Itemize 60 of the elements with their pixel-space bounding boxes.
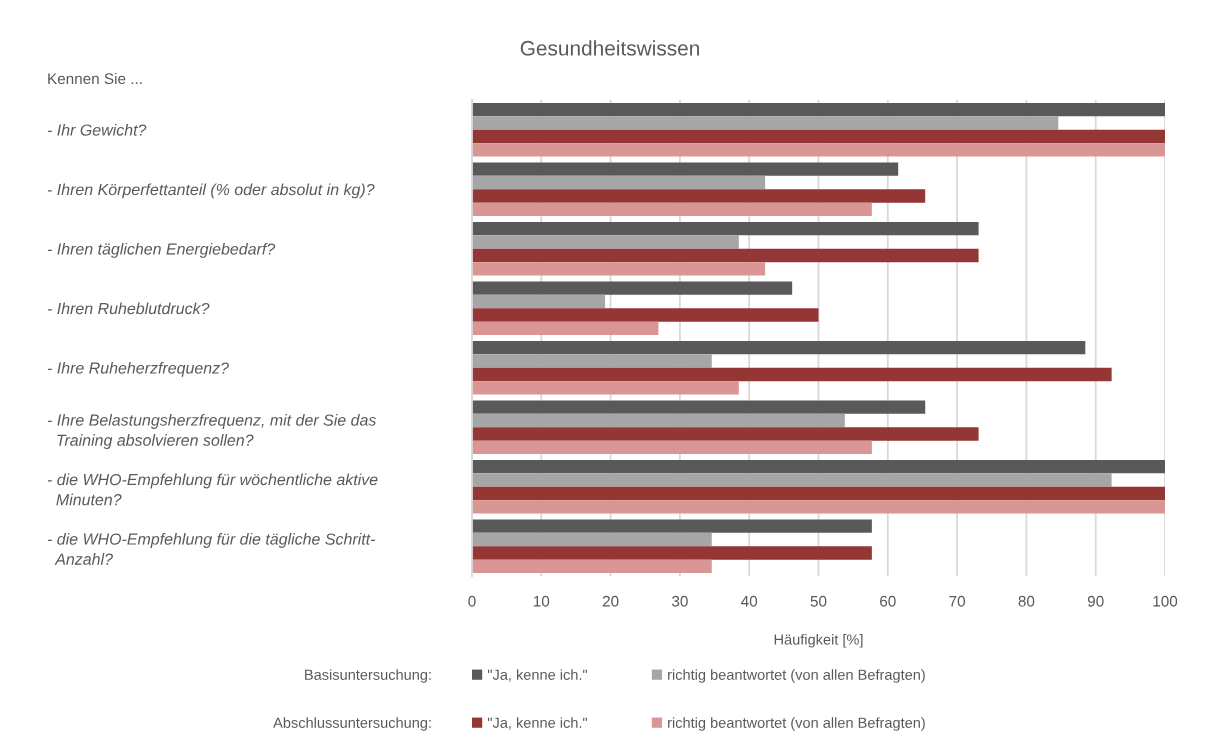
bar: [472, 354, 712, 368]
x-tick-label: 90: [1087, 595, 1104, 607]
x-tick-label: 100: [1153, 595, 1178, 607]
bar: [472, 202, 872, 217]
y-tick-label: - die WHO-Empfehlung für wöchentliche aktive Minuten?: [47, 473, 378, 506]
bar: [472, 248, 979, 263]
bar: [472, 400, 926, 414]
bar: [472, 532, 712, 547]
bar: [472, 559, 712, 574]
bar: [472, 367, 1112, 382]
bar: [472, 473, 1112, 487]
text: Abschlussuntersuchung:: [273, 717, 431, 731]
bar: [472, 413, 845, 428]
legend-label: "Ja, kenne ich.": [487, 717, 588, 730]
y-axis-title: Kennen Sie ...: [48, 72, 142, 85]
bar: [472, 308, 819, 322]
bar: [472, 281, 793, 295]
x-tick-label: 10: [533, 595, 550, 607]
bar: [472, 546, 872, 560]
x-tick-label: 50: [810, 595, 827, 607]
x-tick-label: 80: [1018, 595, 1035, 607]
bar: [472, 440, 872, 455]
bar: [472, 235, 739, 249]
x-tick-label: 40: [741, 595, 758, 607]
y-tick-label: - Ihre Belastungsherzfrequenz, mit der Sie das Training absolvieren sollen?: [47, 414, 377, 449]
bar: [472, 459, 1165, 474]
bar: [472, 486, 1165, 501]
bar: [472, 294, 606, 309]
text: Basisuntersuchung:: [305, 669, 431, 683]
y-tick-label: - Ihre Ruheherzfrequenz?: [47, 361, 229, 377]
bar: [472, 189, 926, 203]
bar: [472, 519, 872, 533]
bar: [472, 143, 1165, 157]
bar: [472, 427, 979, 441]
y-tick-label: - Ihren täglichen Energiebedarf?: [47, 242, 276, 258]
x-axis-title: Häufigkeit [%]: [774, 634, 863, 648]
y-tick-label: - die WHO-Empfehlung für die tägliche Schritt- Anzahl?: [47, 533, 376, 565]
x-tick-label: 0: [468, 595, 476, 607]
bar: [472, 116, 1059, 130]
x-tick-label: 60: [880, 595, 896, 607]
bar: [472, 221, 979, 236]
bar: [472, 340, 1086, 355]
bar: [472, 175, 766, 190]
bar: [472, 129, 1165, 144]
x-tick-label: 20: [602, 595, 619, 607]
chart-title: Gesundheitswissen: [520, 40, 699, 56]
y-tick-label: - Ihr Gewicht?: [47, 123, 147, 136]
legend-label: richtig beantwortet (von allen Befragten): [668, 669, 925, 683]
bar: [472, 102, 1165, 117]
y-tick-label: - Ihren Körperfettanteil (% oder absolut in kg)?: [47, 183, 375, 199]
legend-label: richtig beantwortet (von allen Befragten): [668, 717, 925, 731]
bar: [472, 162, 899, 176]
x-tick-label: 70: [949, 595, 965, 607]
legend-label: "Ja, kenne ich.": [487, 669, 588, 682]
bar: [472, 500, 1165, 514]
x-tick-label: 30: [671, 595, 688, 607]
bar: [472, 262, 766, 276]
bar: [472, 381, 739, 395]
bar: [472, 321, 659, 336]
y-tick-label: - Ihren Ruheblutdruck?: [47, 302, 210, 315]
